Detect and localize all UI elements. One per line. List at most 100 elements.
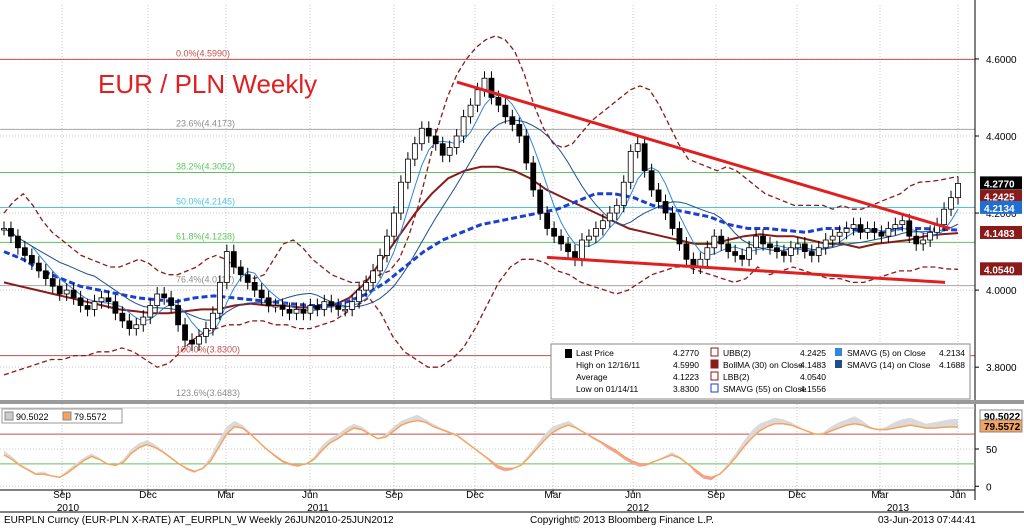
price-tag-label: 4.2134 bbox=[984, 204, 1015, 215]
candle-body bbox=[836, 231, 843, 237]
legend-value: 4.2770 bbox=[673, 348, 699, 358]
candle-body bbox=[885, 228, 892, 237]
candle-body bbox=[495, 97, 502, 106]
x-axis-month-label: Dec bbox=[466, 490, 484, 501]
osc-area-segment bbox=[552, 423, 561, 433]
candle-body bbox=[161, 293, 168, 299]
x-axis-month-label: Mar bbox=[871, 490, 889, 501]
osc-area-segment bbox=[322, 438, 330, 451]
candle-body bbox=[871, 228, 878, 233]
osc-area-segment bbox=[385, 426, 394, 438]
candle-body bbox=[920, 239, 927, 245]
fib-level-label: 50.0%(4.2145) bbox=[176, 196, 235, 206]
candle-body bbox=[391, 212, 397, 237]
candle-body bbox=[627, 151, 634, 183]
candle-body bbox=[15, 235, 21, 249]
candle-body bbox=[899, 220, 906, 226]
candle-body bbox=[592, 228, 599, 237]
candle-body bbox=[70, 289, 77, 299]
y-axis-tick-label: 4.2000 bbox=[986, 209, 1017, 220]
osc-legend-swatch bbox=[62, 411, 72, 421]
fib-level-label: 123.6%(3.6483) bbox=[176, 388, 240, 398]
fib-level-label: 38.2%(4.3052) bbox=[176, 162, 235, 172]
osc-area-segment bbox=[735, 441, 744, 458]
candle-body bbox=[941, 208, 947, 226]
footer-copyright: Copyright© 2013 Bloomberg Finance L.P. bbox=[530, 515, 714, 526]
candle-body bbox=[516, 124, 523, 137]
chart-title: EUR / PLN Weekly bbox=[98, 69, 317, 99]
candle-body bbox=[342, 308, 349, 312]
candle-body bbox=[634, 143, 641, 152]
candle-body bbox=[704, 247, 711, 260]
candle-body bbox=[265, 297, 272, 306]
candle-body bbox=[725, 243, 732, 252]
candle-body bbox=[488, 77, 495, 98]
fib-level-label: 61.8%(4.1238) bbox=[176, 231, 235, 241]
candle-body bbox=[599, 220, 606, 229]
candle-body bbox=[293, 308, 300, 314]
candle-body bbox=[613, 204, 620, 214]
osc-legend-swatch bbox=[4, 411, 14, 421]
candle-body bbox=[948, 197, 954, 210]
candle-body bbox=[955, 182, 961, 199]
candle-body bbox=[189, 339, 195, 345]
candle-body bbox=[98, 297, 105, 303]
series-line-bollma-30-on-close bbox=[3, 165, 959, 315]
series-line-smavg-5 bbox=[3, 94, 959, 336]
price-tag-bg bbox=[980, 200, 1022, 214]
candle-body bbox=[843, 228, 850, 233]
osc-area-segment bbox=[544, 426, 553, 441]
candle-body bbox=[63, 289, 70, 295]
x-axis-year-label: 2011 bbox=[307, 503, 329, 514]
osc-area-segment bbox=[99, 457, 108, 464]
candle-body bbox=[175, 305, 181, 326]
osc-area-segment bbox=[401, 417, 410, 426]
osc-area-segment bbox=[202, 456, 211, 469]
price-tag-label: 4.0540 bbox=[984, 265, 1015, 276]
candle-body bbox=[279, 305, 286, 310]
candle-body bbox=[147, 305, 154, 318]
trendline-lower bbox=[546, 255, 946, 284]
fib-level-label: 23.6%(4.4173) bbox=[176, 118, 235, 128]
price-tag-label: 4.2770 bbox=[984, 179, 1015, 190]
x-axis-month-label: Sep bbox=[707, 490, 725, 501]
candle-body bbox=[272, 305, 279, 308]
candle-body bbox=[530, 162, 537, 191]
candle-body bbox=[1, 228, 7, 231]
osc-line-79-5572 bbox=[3, 419, 958, 479]
legend-label: SMAVG (5) on Close bbox=[847, 348, 926, 358]
legend-label: Average bbox=[576, 372, 608, 382]
candle-body bbox=[801, 243, 808, 252]
candle-body bbox=[314, 305, 321, 310]
candle-body bbox=[579, 239, 585, 260]
candle-body bbox=[35, 262, 42, 272]
osc-area-segment bbox=[536, 434, 545, 449]
panel-separator bbox=[0, 400, 1024, 404]
x-axis-year-label: 2013 bbox=[887, 503, 910, 514]
candle-body bbox=[307, 305, 314, 314]
osc-area-segment bbox=[942, 419, 950, 428]
candle-body bbox=[781, 251, 787, 256]
osc-area-segment bbox=[759, 420, 768, 432]
candle-body bbox=[370, 270, 376, 283]
osc-area-segment bbox=[926, 422, 935, 429]
series-line-smavg-55-on-close bbox=[3, 192, 959, 307]
legend-label: SMAVG (55) on Close bbox=[723, 384, 807, 394]
candle-body bbox=[251, 282, 258, 291]
footer-timestamp: 03-Jun-2013 07:44:41 bbox=[878, 515, 976, 526]
fib-level-label: 76.4%(4.0117) bbox=[176, 275, 234, 285]
osc-area-segment bbox=[743, 431, 752, 448]
candle-body bbox=[328, 301, 335, 306]
candle-body bbox=[892, 224, 899, 229]
footer-security-label: EURPLN Curncy (EUR-PLN X-RATE) AT_EURPLN… bbox=[4, 515, 394, 526]
candle-body bbox=[196, 335, 202, 345]
candle-body bbox=[77, 297, 84, 306]
legend-value: 4.2134 bbox=[939, 348, 965, 358]
price-tag-label: 4.1483 bbox=[984, 229, 1015, 240]
osc-area-segment bbox=[687, 463, 696, 473]
osc-area-segment bbox=[719, 463, 728, 475]
osc-area-segment bbox=[210, 440, 219, 461]
candle-body bbox=[850, 224, 857, 229]
osc-area-segment bbox=[934, 420, 943, 429]
candle-body bbox=[237, 266, 244, 276]
